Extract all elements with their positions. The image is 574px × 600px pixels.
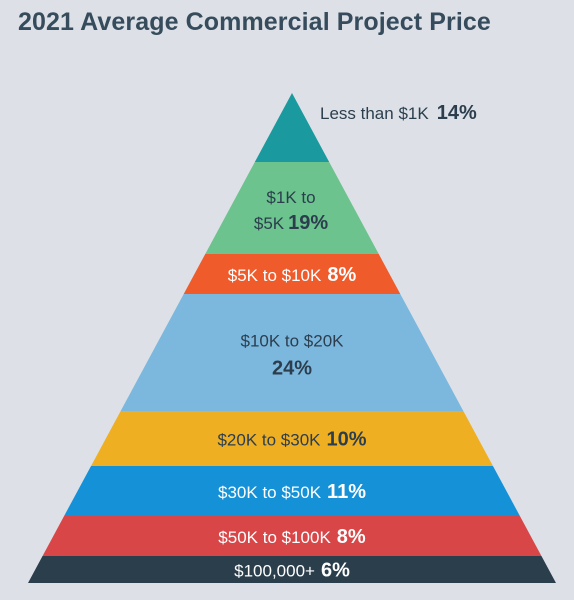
segment-less-than-1k [254, 93, 330, 162]
chart-title: 2021 Average Commercial Project Price [18, 8, 491, 36]
segment-50k-to-100k [42, 516, 542, 556]
segment-20k-to-30k [91, 411, 493, 466]
label-1k-to-5k: $1K to $5K 19% [254, 188, 328, 234]
label-10k-to-20k: $10K to $20K 24% [240, 332, 344, 380]
segment-1k-to-5k [205, 162, 379, 254]
label-5k-to-10k: $5K to $10K 8% [228, 264, 357, 286]
pyramid-labels: Less than $1K 14% $1K to $5K 19% $5K to $10K 8… [217, 102, 476, 582]
segment-100-000 [28, 556, 556, 583]
label-100-000: $100,000+ 6% [234, 560, 350, 582]
label-20k-to-30k: $20K to $30K 10% [217, 429, 366, 451]
segment-10k-to-20k [120, 294, 464, 411]
segment-30k-to-50k [64, 466, 520, 516]
segment-5k-to-10k [183, 254, 401, 294]
label-50k-to-100k: $50K to $100K 8% [218, 526, 366, 548]
pyramid-segments [28, 93, 556, 583]
label-30k-to-50k: $30K to $50K 11% [218, 481, 366, 503]
label-less-than-1k: Less than $1K 14% [320, 102, 477, 124]
